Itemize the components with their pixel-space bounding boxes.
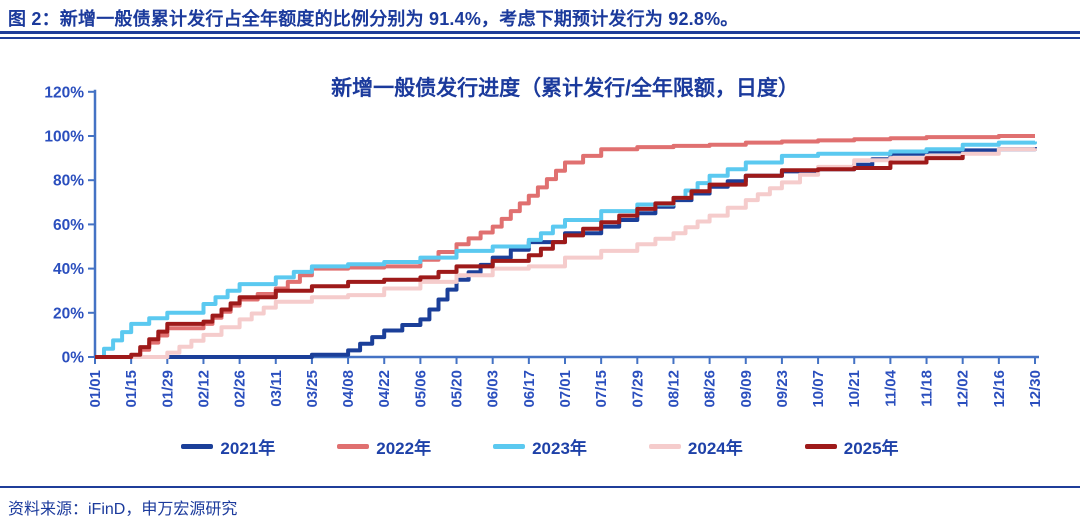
x-tick-label: 09/23	[774, 370, 791, 408]
x-tick-label: 10/07	[810, 370, 827, 408]
legend-dash-icon	[804, 444, 837, 449]
line-2023年	[95, 140, 1037, 359]
legend-dash-icon	[337, 444, 370, 449]
x-tick-label: 12/30	[1027, 370, 1044, 408]
caption-rule-thin	[0, 37, 1080, 39]
chart-title: 新增一般债发行进度（累计发行/全年限额，日度）	[331, 77, 799, 100]
x-tick-label: 11/04	[882, 369, 899, 406]
x-tick-label: 01/01	[87, 370, 104, 408]
x-tick-label: 12/02	[955, 370, 972, 408]
x-tick-label: 07/29	[629, 370, 646, 408]
x-tick-label: 01/29	[159, 370, 176, 408]
legend-label: 2022年	[376, 439, 432, 458]
x-tick-label: 12/16	[991, 370, 1008, 408]
legend-item-2022年: 2022年	[337, 434, 431, 459]
source-rule	[0, 486, 1080, 488]
legend-label: 2024年	[687, 439, 743, 458]
x-tick-label: 07/01	[557, 370, 574, 408]
x-tick-label: 05/20	[449, 370, 466, 408]
x-tick-label: 09/09	[738, 370, 755, 408]
x-tick-label: 08/26	[702, 370, 719, 408]
y-tick-label: 100%	[44, 129, 84, 146]
line-2022年	[95, 134, 1035, 359]
legend-dash-icon	[648, 444, 681, 449]
x-tick-label: 03/25	[304, 370, 321, 408]
legend-label: 2023年	[532, 439, 587, 458]
y-tick-label: 120%	[44, 84, 84, 101]
legend-label: 2021年	[220, 439, 276, 458]
legend-item-2021年: 2021年	[181, 434, 275, 459]
legend-item-2024年: 2024年	[648, 434, 743, 459]
figure-caption: 图 2：新增一般债累计发行占全年额度的比例分别为 91.4%，考虑下期预计发行为…	[8, 9, 739, 29]
x-tick-label: 06/17	[521, 370, 538, 408]
chart-legend: 2021年 2022年 2023年 2024年 2025年	[0, 434, 1080, 459]
y-tick-label: 0%	[62, 350, 85, 367]
x-tick-label: 04/08	[340, 370, 357, 408]
legend-dash-icon	[181, 444, 214, 449]
x-tick-label: 02/12	[195, 370, 212, 408]
x-tick-label: 07/15	[593, 370, 610, 408]
source-note: 资料来源：iFinD，申万宏源研究	[8, 501, 238, 518]
y-tick-label: 20%	[53, 305, 84, 322]
caption-rule-thick	[0, 31, 1080, 34]
chart-plot-area: 0% 20% 40% 60% 80% 100% 120% 01/01 01/15 01/29 02/…	[44, 84, 1044, 408]
x-tick-label: 11/18	[919, 370, 936, 407]
legend-dash-icon	[493, 444, 526, 449]
x-tick-label: 06/03	[485, 370, 502, 408]
y-tick-label: 60%	[53, 217, 84, 234]
legend-item-2025年: 2025年	[804, 434, 899, 459]
legend-label: 2025年	[843, 439, 899, 458]
x-tick-label: 10/21	[846, 370, 863, 408]
y-tick-label: 40%	[53, 261, 84, 278]
line-2025年	[95, 155, 965, 359]
x-tick-label: 01/15	[123, 370, 140, 408]
x-tick-label: 08/12	[665, 370, 682, 408]
x-tick-label: 02/26	[232, 370, 249, 408]
x-tick-label: 04/22	[376, 370, 393, 408]
y-tick-label: 80%	[53, 173, 84, 190]
line-2024年	[95, 147, 1037, 359]
legend-item-2023年: 2023年	[493, 434, 587, 459]
x-tick-label: 05/06	[412, 370, 429, 408]
x-tick-label: 03/11	[268, 370, 285, 407]
